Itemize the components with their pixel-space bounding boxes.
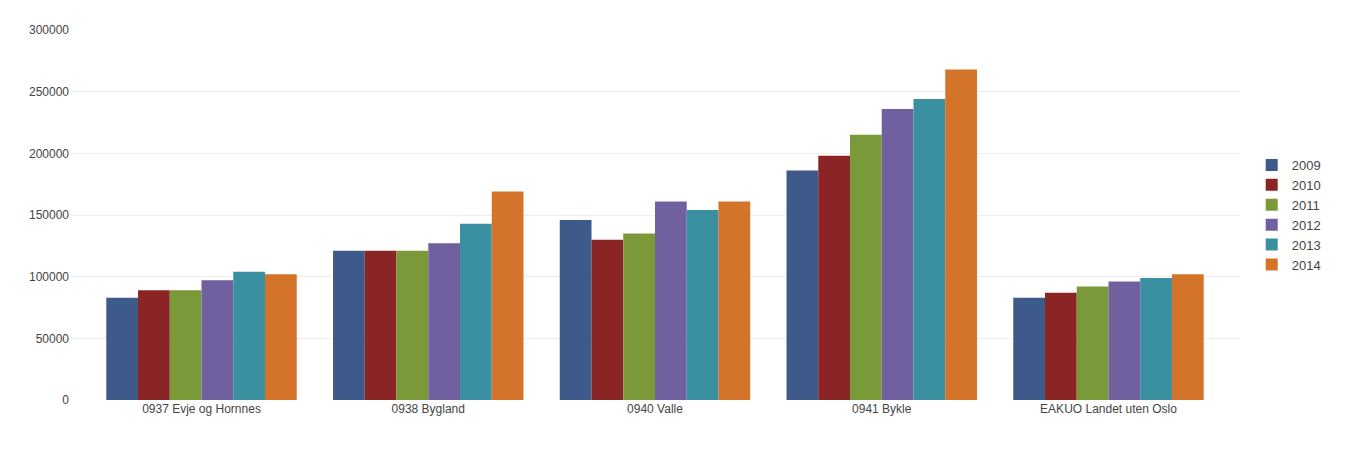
svg-text:0940 Valle: 0940 Valle: [627, 402, 683, 416]
svg-text:250000: 250000: [29, 85, 69, 99]
svg-text:150000: 150000: [29, 208, 69, 222]
svg-text:2009: 2009: [1292, 158, 1321, 173]
svg-text:0941 Bykle: 0941 Bykle: [852, 402, 912, 416]
svg-text:2010: 2010: [1292, 178, 1321, 193]
svg-text:2014: 2014: [1292, 258, 1321, 273]
svg-text:2012: 2012: [1292, 218, 1321, 233]
svg-text:2011: 2011: [1292, 198, 1320, 213]
svg-text:2013: 2013: [1292, 238, 1321, 253]
svg-text:50000: 50000: [36, 332, 70, 346]
svg-text:200000: 200000: [29, 147, 69, 161]
svg-text:0938 Bygland: 0938 Bygland: [392, 402, 465, 416]
svg-text:100000: 100000: [29, 270, 69, 284]
svg-text:EAKUO Landet uten Oslo: EAKUO Landet uten Oslo: [1040, 402, 1177, 416]
svg-text:300000: 300000: [29, 23, 69, 37]
svg-text:0937 Evje og Hornnes: 0937 Evje og Hornnes: [142, 402, 261, 416]
svg-text:0: 0: [62, 393, 69, 407]
